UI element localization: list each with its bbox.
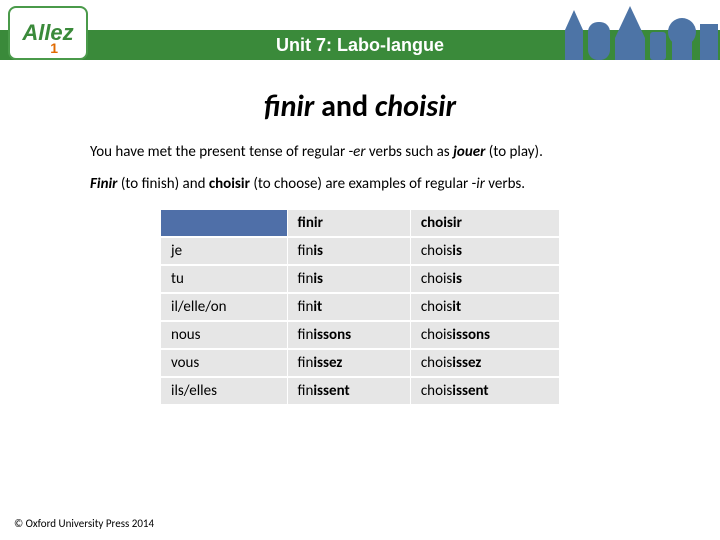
col-header-finir: finir — [287, 210, 410, 238]
conjugation-table: finir choisir je finis choisis tu finis … — [160, 209, 560, 405]
title-verb-2: choisir — [375, 88, 456, 125]
header: Allez 1 Unit 7: Labo-langue — [0, 0, 720, 60]
logo: Allez 1 — [8, 6, 88, 60]
skyline-icon — [560, 0, 720, 60]
table-row: tu finis choisis — [161, 265, 560, 293]
table-row: il/elle/on finit choisit — [161, 293, 560, 321]
pronoun-cell: il/elle/on — [161, 293, 288, 321]
table-body: je finis choisis tu finis choisis il/ell… — [161, 237, 560, 405]
paragraph-1: You have met the present tense of regula… — [90, 143, 660, 161]
finir-cell: finissent — [287, 377, 410, 405]
choisir-cell: choisis — [410, 237, 559, 265]
choisir-cell: choisissons — [410, 321, 559, 349]
finir-cell: finissons — [287, 321, 410, 349]
logo-number: 1 — [50, 40, 58, 56]
table-corner — [161, 210, 288, 238]
pronoun-cell: vous — [161, 349, 288, 377]
choisir-cell: choisissez — [410, 349, 559, 377]
col-header-choisir: choisir — [410, 210, 559, 238]
logo-text: Allez — [22, 22, 73, 44]
finir-cell: finis — [287, 237, 410, 265]
copyright: © Oxford University Press 2014 — [14, 517, 154, 530]
choisir-cell: choisis — [410, 265, 559, 293]
pronoun-cell: je — [161, 237, 288, 265]
paragraph-2: Finir (to finish) and choisir (to choose… — [90, 175, 660, 193]
table-row: je finis choisis — [161, 237, 560, 265]
choisir-cell: choisissent — [410, 377, 559, 405]
finir-cell: finissez — [287, 349, 410, 377]
pronoun-cell: ils/elles — [161, 377, 288, 405]
table-row: nous finissons choisissons — [161, 321, 560, 349]
table-row: vous finissez choisissez — [161, 349, 560, 377]
table-header-row: finir choisir — [161, 210, 560, 238]
page-title: finir and choisir — [0, 88, 720, 125]
pronoun-cell: tu — [161, 265, 288, 293]
table-row: ils/elles finissent choisissent — [161, 377, 560, 405]
title-and: and — [314, 88, 375, 125]
title-verb-1: finir — [264, 88, 314, 125]
finir-cell: finit — [287, 293, 410, 321]
finir-cell: finis — [287, 265, 410, 293]
pronoun-cell: nous — [161, 321, 288, 349]
choisir-cell: choisit — [410, 293, 559, 321]
